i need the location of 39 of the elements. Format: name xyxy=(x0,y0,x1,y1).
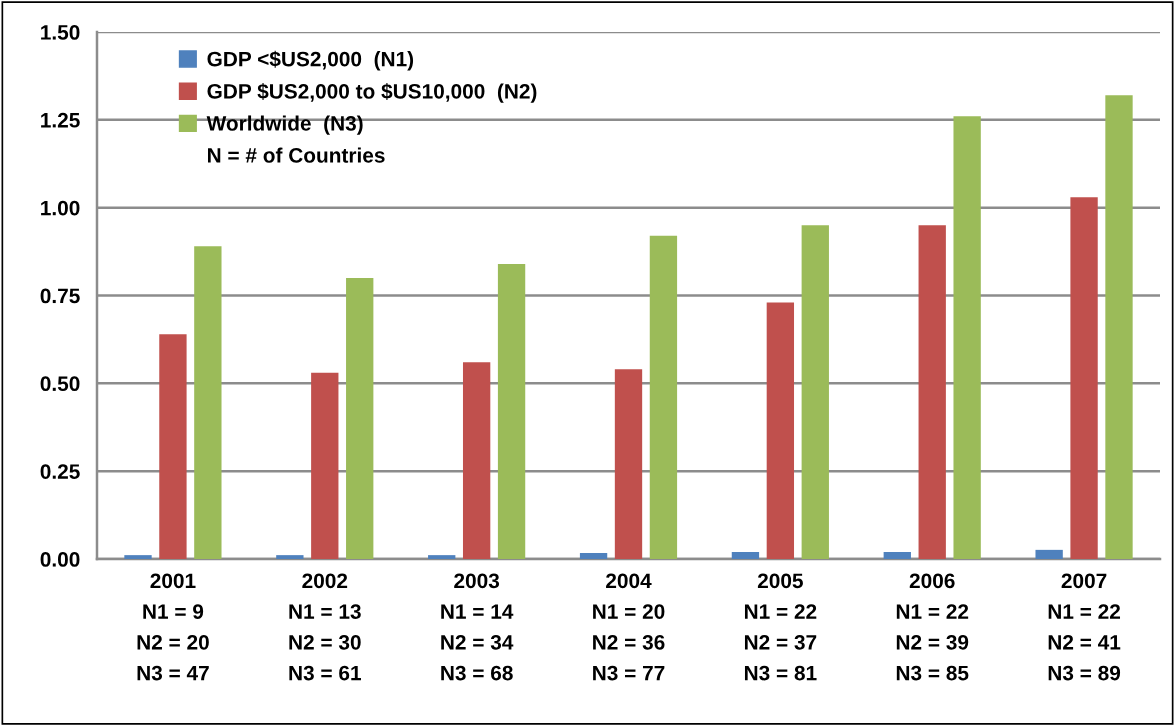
bar xyxy=(194,246,222,559)
y-tick-label: 0.25 xyxy=(40,464,80,479)
x-tick-label: 2001 N1 = 9 N2 = 20 N3 = 47 xyxy=(137,573,209,681)
bar xyxy=(953,116,981,559)
x-tick-label: 2007 N1 = 22 N2 = 41 N3 = 89 xyxy=(1048,573,1121,681)
x-tick-label: 2004 N1 = 20 N2 = 36 N3 = 77 xyxy=(593,573,665,681)
bar xyxy=(124,555,152,559)
bar xyxy=(614,369,643,559)
bar xyxy=(462,362,491,559)
bar xyxy=(731,551,760,559)
y-tick-label: 1.25 xyxy=(41,112,80,128)
bar xyxy=(1105,95,1133,559)
bar xyxy=(428,555,456,559)
legend-label: Worldwide (N3) xyxy=(206,115,363,135)
x-tick-label: 2002 N1 = 13 N2 = 30 N3 = 61 xyxy=(289,573,361,681)
bar xyxy=(918,225,946,559)
y-tick-label: 0.50 xyxy=(40,376,80,392)
bar xyxy=(497,263,526,559)
legend-label: GDP $US2,000 to $US10,000 (N2) xyxy=(207,83,537,103)
bar xyxy=(1035,549,1063,559)
annotation: N = # of Countries xyxy=(208,147,385,163)
y-tick-label: 1.00 xyxy=(41,200,80,216)
bar xyxy=(649,235,678,559)
x-tick-label: 2006 N1 = 22 N2 = 39 N3 = 85 xyxy=(896,573,969,681)
y-tick-label: 0.00 xyxy=(40,552,80,567)
x-tick-label: 2005 N1 = 22 N2 = 37 N3 = 81 xyxy=(744,573,817,681)
bar xyxy=(883,551,911,559)
bar xyxy=(159,334,187,559)
bar xyxy=(311,372,339,559)
bar xyxy=(346,277,374,559)
legend-label: GDP <$US2,000 (N1) xyxy=(207,50,414,71)
bar xyxy=(766,302,795,559)
bar xyxy=(1070,197,1098,559)
y-tick-label: 1.50 xyxy=(41,25,80,40)
bar xyxy=(276,555,304,559)
y-tick-label: 0.75 xyxy=(40,288,80,304)
bar xyxy=(801,225,829,559)
x-tick-label: 2003 N1 = 14 N2 = 34 N3 = 68 xyxy=(441,573,514,681)
bar xyxy=(579,553,608,559)
